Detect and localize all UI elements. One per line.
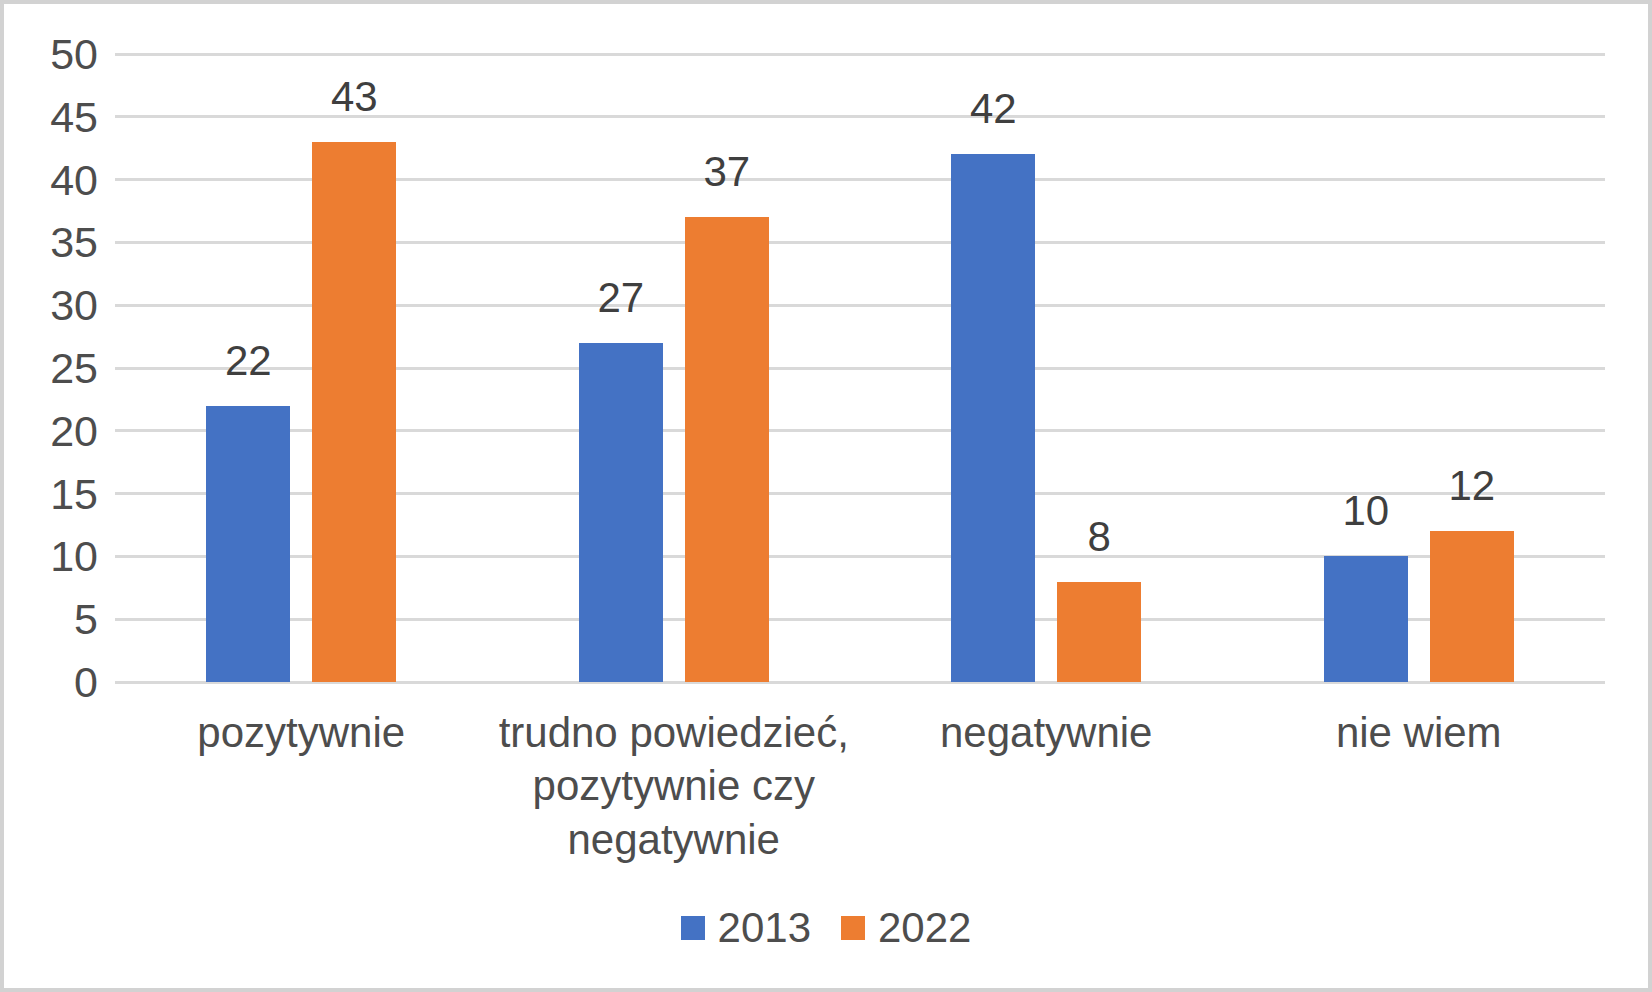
data-label-2013: 42 [913, 84, 1073, 134]
data-label-2022: 8 [1019, 512, 1179, 562]
y-axis-tick-label: 45 [22, 92, 98, 142]
y-axis-tick-label: 5 [22, 594, 98, 644]
x-axis-category-label: nie wiem [1204, 706, 1634, 759]
bar-2022 [312, 142, 396, 682]
y-axis-tick-label: 25 [22, 343, 98, 393]
y-axis-tick-label: 30 [22, 280, 98, 330]
x-axis-category-label: pozytywnie [86, 706, 516, 759]
legend-color-swatch-2013 [681, 916, 705, 940]
data-label-2022: 12 [1392, 461, 1552, 511]
chart-legend: 2013 2022 [4, 899, 1648, 957]
data-label-2013: 27 [541, 273, 701, 323]
data-label-2013: 22 [168, 336, 328, 386]
bar-2013 [206, 406, 290, 682]
gridline [115, 53, 1605, 56]
bar-2022 [685, 217, 769, 682]
y-axis-tick-label: 50 [22, 29, 98, 79]
data-label-2022: 43 [274, 72, 434, 122]
data-label-2022: 37 [647, 147, 807, 197]
legend-label: 2013 [718, 904, 811, 952]
legend-label: 2022 [878, 904, 971, 952]
y-axis-tick-label: 10 [22, 531, 98, 581]
bar-2022 [1057, 582, 1141, 682]
y-axis-tick-label: 20 [22, 406, 98, 456]
bar-chart: 0 5 10 15 20 25 30 35 40 45 50 22 43 pozytywnie 27 37 tr… [0, 0, 1652, 992]
y-axis-tick-label: 0 [22, 657, 98, 707]
legend-item-2022: 2022 [841, 904, 971, 952]
legend-color-swatch-2022 [841, 916, 865, 940]
bar-2022 [1430, 531, 1514, 682]
x-axis-category-label: trudno powiedzieć, pozytywnie czy negaty… [459, 706, 889, 866]
legend-item-2013: 2013 [681, 904, 811, 952]
y-axis-tick-label: 35 [22, 217, 98, 267]
bar-2013 [1324, 556, 1408, 682]
bar-2013 [579, 343, 663, 682]
x-axis-category-label: negatywnie [831, 706, 1261, 759]
y-axis-tick-label: 15 [22, 469, 98, 519]
y-axis-tick-label: 40 [22, 155, 98, 205]
bar-2013 [951, 154, 1035, 682]
